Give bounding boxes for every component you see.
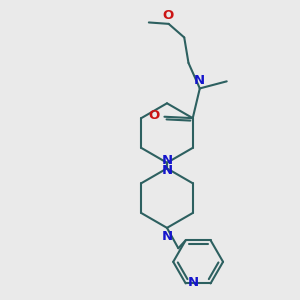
Text: N: N xyxy=(194,74,206,87)
Text: O: O xyxy=(163,9,174,22)
Text: N: N xyxy=(188,276,199,289)
Text: N: N xyxy=(161,154,172,167)
Text: N: N xyxy=(161,164,172,177)
Text: O: O xyxy=(148,109,159,122)
Text: N: N xyxy=(161,230,172,243)
